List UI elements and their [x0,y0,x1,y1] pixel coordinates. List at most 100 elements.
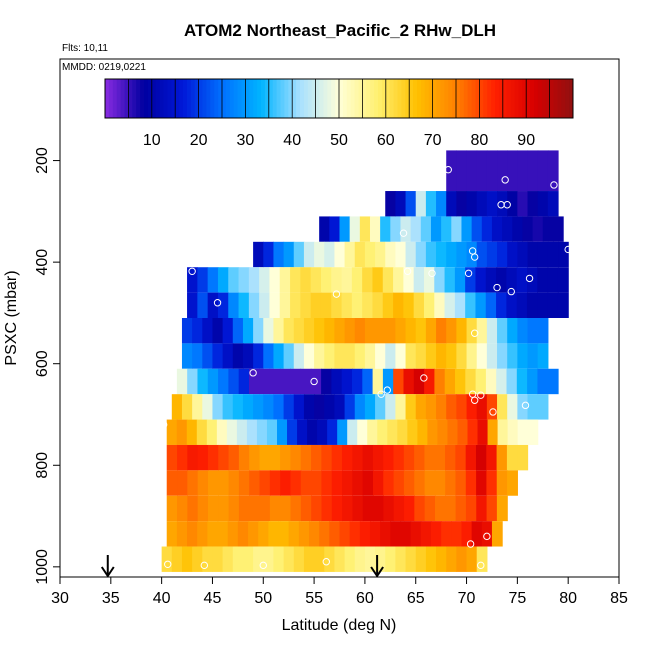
heatmap-cell [372,470,384,496]
heatmap-cell [497,191,508,217]
heatmap-cell [446,343,457,369]
colorbar: 10 20 30 40 50 60 70 80 90 [104,78,574,149]
colorbar-segment [522,79,527,118]
heatmap-cell [403,292,415,318]
colorbar-segment [471,79,476,118]
colorbar-segment [175,79,180,118]
heatmap-cell [475,368,487,395]
heatmap-cell [507,318,518,344]
heatmap-cell [248,267,260,293]
colorbar-segment [549,79,554,118]
heatmap-cell [352,368,363,395]
x-tick-label: 80 [559,590,577,607]
heatmap-cell [218,470,230,496]
heatmap-cell [507,419,519,445]
heatmap-cell [197,267,209,293]
heatmap-cell [461,521,473,547]
heatmap-cell [364,394,376,420]
x-tick-label: 30 [51,590,69,607]
heatmap-cell [496,267,507,293]
heatmap-cell [434,444,446,471]
colorbar-segment [514,79,519,118]
data-point-marker [470,396,479,404]
heatmap-cell [382,267,394,293]
heatmap-cell [414,470,426,496]
heatmap-cell [166,419,178,445]
heatmap-cell [320,292,332,318]
data-point-marker [164,560,172,568]
colorbar-tick-label: 90 [517,132,535,149]
heatmap-cell [197,521,208,547]
heatmap-cell [217,521,229,547]
heatmap-cell [171,394,183,420]
heatmap-cell [502,216,513,242]
heatmap-cell [430,521,442,547]
y-tick-label: 800 [34,452,51,479]
heatmap-cell [372,292,384,318]
heatmap-cell [385,394,396,420]
heatmap-cell [192,394,203,420]
heatmap-cell [307,419,318,445]
heatmap-cell [181,546,193,572]
heatmap-cell [192,343,203,369]
colorbar-segment [288,79,293,118]
heatmap-cell [207,495,219,522]
colorbar-segment [557,79,562,118]
heatmap-cell [344,546,356,572]
heatmap-cell [217,267,229,293]
heatmap-cell [537,292,549,318]
heatmap-cell [344,394,356,420]
data-point-marker [310,377,318,386]
heatmap-cell [415,318,427,344]
colorbar-segment [569,79,574,118]
heatmap-cell [532,216,544,242]
heatmap-cell [507,394,518,420]
heatmap-cell [434,292,446,318]
heatmap-cell [476,343,488,369]
heatmap-cell [496,292,507,318]
colorbar-segment [241,79,246,118]
heatmap-cell [293,241,305,268]
heatmap-cell [337,419,348,445]
heatmap-cell [415,191,427,217]
colorbar-segment [452,79,457,118]
heatmap-cell [232,318,244,344]
heatmap-cell [300,444,312,471]
heatmap-cell [476,495,488,522]
heatmap-cell [547,368,559,395]
heatmap-cell [222,318,234,344]
heatmap-cell [425,241,437,268]
colorbar-segment [300,79,305,118]
heatmap-cell [314,546,325,572]
heatmap-cell [456,394,468,420]
heatmap-cell [455,368,466,395]
heatmap-cell [181,318,193,344]
heatmap-cell [537,368,549,395]
heatmap-cell [232,546,244,572]
data-point-marker [470,253,479,261]
heatmap-cell [354,241,366,268]
heatmap-cell [527,150,539,192]
heatmap-cell [324,318,336,344]
heatmap-cell [228,495,240,522]
heatmap-cell [290,267,301,293]
data-point-marker [420,374,428,382]
heatmap-cell [405,546,417,572]
heatmap-cell [300,368,312,395]
heatmap-cell [187,444,199,471]
heatmap-cell [319,521,330,547]
colorbar-segment [163,79,168,118]
colorbar-segment [491,79,496,118]
heatmap-cell [516,267,528,293]
heatmap-cell [227,521,239,547]
heatmap-cell [222,343,234,369]
heatmap-cell [465,368,477,395]
heatmap-cell [380,521,391,547]
colorbar-segment [409,79,414,118]
heatmap-cell [417,419,429,445]
heatmap-cell [364,241,376,268]
heatmap-cell [445,470,457,496]
colorbar-segment [214,79,219,118]
heatmap-cell [434,267,446,293]
heatmap-cell [187,470,199,496]
